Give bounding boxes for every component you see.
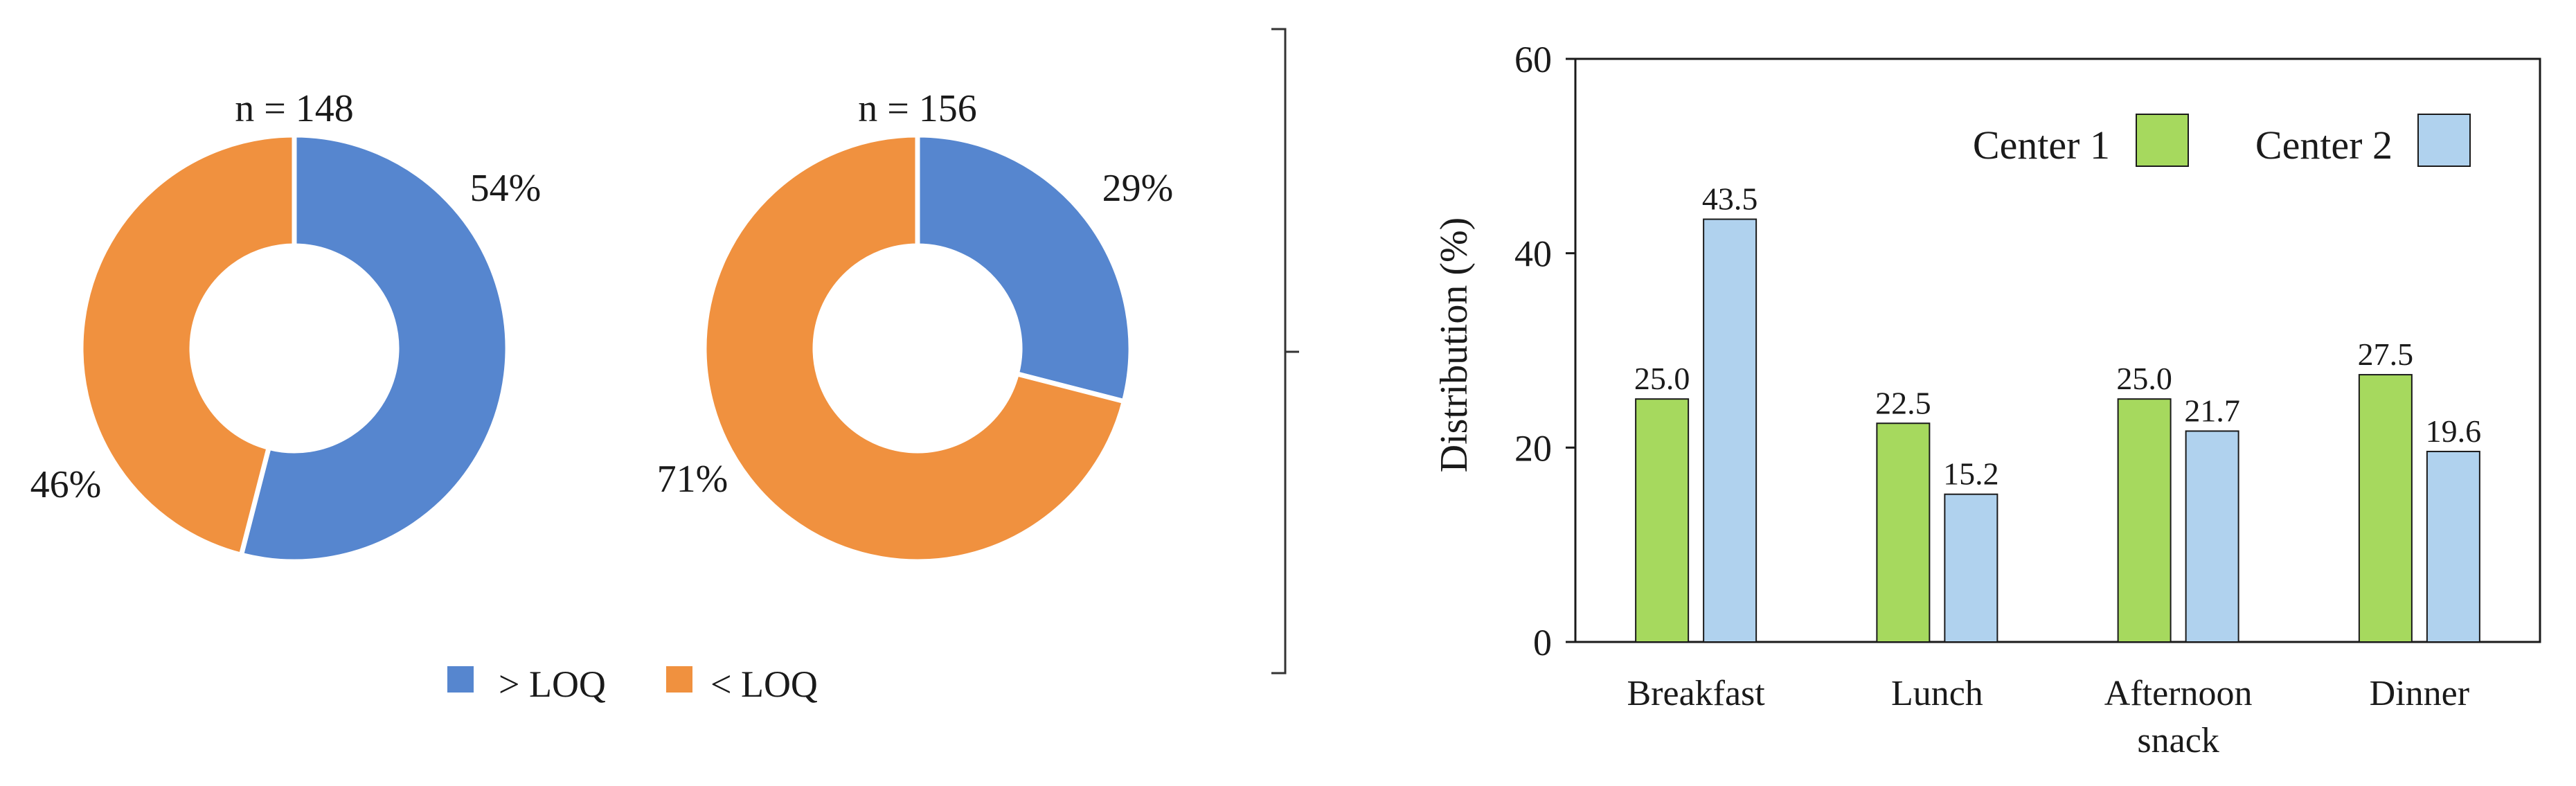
y-axis-label: Distribution (%) [1433, 217, 1476, 473]
bar-center-1 [2358, 374, 2413, 643]
legend-swatch-center-1 [2136, 114, 2189, 167]
legend-label-center-2: Center 2 [2255, 123, 2392, 168]
bar-value-label: 21.7 [2184, 393, 2240, 428]
y-tick-label: 40 [1514, 233, 1552, 275]
x-tick-label: Breakfast [1627, 674, 1766, 713]
x-tick-label: Lunch [1891, 674, 1983, 713]
bar-value-labels: 25.0 43.5 22.5 15.2 25.0 21.7 27.5 19.6 [1634, 181, 2481, 492]
donut-percent-label: 71% [657, 458, 728, 501]
bar-value-label: 27.5 [2358, 337, 2414, 372]
legend-label-above-loq: > LOQ [499, 663, 606, 705]
plot-frame [1574, 57, 2541, 643]
x-axis-labels: Breakfast Lunch Afternoon snack Dinner [1627, 674, 2470, 760]
x-tick-label: Afternoon [2104, 674, 2253, 713]
bar-center-1 [2117, 398, 2172, 643]
bar-center-2 [1944, 493, 1998, 643]
legend-swatch-center-2 [2417, 114, 2471, 167]
y-tick-label: 0 [1533, 622, 1552, 663]
pie-legend: > LOQ < LOQ [447, 663, 818, 705]
y-tick-label: 20 [1514, 427, 1552, 469]
donut-chart-center-1: n = 148 54% 46% [30, 87, 542, 564]
bar-value-label: 43.5 [1702, 181, 1758, 217]
bar-value-label: 25.0 [1634, 361, 1690, 396]
donut-slice-above-loq [238, 132, 510, 564]
bar-center-2 [1703, 218, 1757, 643]
donut-slice-below-loq [78, 132, 297, 558]
donut-percent-label: 29% [1102, 167, 1174, 210]
legend-label-center-1: Center 1 [1973, 123, 2110, 168]
bar-center-1 [1635, 398, 1690, 643]
donut-slice-above-loq [915, 132, 1134, 404]
y-axis-ticks: 0 20 40 60 [1514, 39, 1575, 663]
bar-center-1 [1876, 422, 1931, 643]
x-tick-label: Dinner [2370, 674, 2469, 713]
legend-label-below-loq: < LOQ [710, 663, 818, 705]
bar-value-label: 19.6 [2426, 413, 2482, 449]
donut-chart-center-2: n = 156 29% 71% [657, 87, 1174, 564]
donut-title: n = 156 [858, 87, 977, 130]
bar-legend: Center 1 Center 2 [1973, 114, 2471, 168]
bar-chart: Distribution (%) 0 20 40 60 25.0 43.5 22.5 15.… [1433, 39, 2541, 760]
bar-value-label: 22.5 [1875, 385, 1931, 420]
bar-value-label: 25.0 [2116, 361, 2172, 396]
donut-percent-label: 46% [30, 463, 102, 506]
legend-swatch-below-loq [666, 666, 692, 693]
bars [1635, 218, 2480, 643]
x-tick-label: snack [2137, 721, 2219, 760]
donut-title: n = 148 [235, 87, 354, 130]
bar-center-2 [2185, 430, 2239, 643]
legend-swatch-above-loq [447, 666, 474, 693]
bar-center-2 [2426, 450, 2480, 643]
bar-value-label: 15.2 [1943, 456, 1999, 492]
y-tick-label: 60 [1514, 39, 1552, 80]
donut-slice-below-loq [701, 132, 1127, 564]
bracket [1271, 28, 1299, 675]
donut-percent-label: 54% [470, 167, 542, 210]
